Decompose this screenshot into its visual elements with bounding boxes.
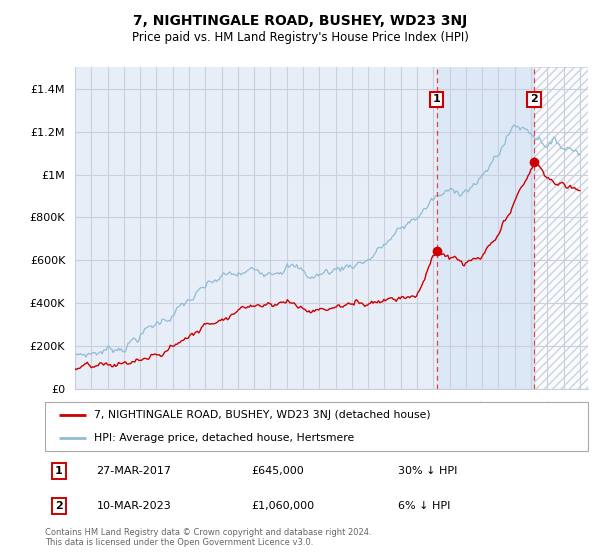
Text: 27-MAR-2017: 27-MAR-2017 <box>97 466 172 476</box>
Text: £645,000: £645,000 <box>251 466 304 476</box>
Text: Price paid vs. HM Land Registry's House Price Index (HPI): Price paid vs. HM Land Registry's House … <box>131 31 469 44</box>
Text: Contains HM Land Registry data © Crown copyright and database right 2024.
This d: Contains HM Land Registry data © Crown c… <box>45 528 371 547</box>
Bar <box>437 67 534 389</box>
Bar <box>534 67 588 389</box>
Text: 7, NIGHTINGALE ROAD, BUSHEY, WD23 3NJ (detached house): 7, NIGHTINGALE ROAD, BUSHEY, WD23 3NJ (d… <box>94 410 430 421</box>
Text: £1,060,000: £1,060,000 <box>251 501 314 511</box>
Text: 2: 2 <box>530 95 538 104</box>
Text: 7, NIGHTINGALE ROAD, BUSHEY, WD23 3NJ: 7, NIGHTINGALE ROAD, BUSHEY, WD23 3NJ <box>133 14 467 28</box>
Text: 1: 1 <box>433 95 440 104</box>
Text: 1: 1 <box>55 466 62 476</box>
Text: 10-MAR-2023: 10-MAR-2023 <box>97 501 172 511</box>
Text: 6% ↓ HPI: 6% ↓ HPI <box>398 501 451 511</box>
Bar <box>534 67 588 389</box>
Text: HPI: Average price, detached house, Hertsmere: HPI: Average price, detached house, Hert… <box>94 433 354 444</box>
Text: 30% ↓ HPI: 30% ↓ HPI <box>398 466 457 476</box>
Text: 2: 2 <box>55 501 62 511</box>
